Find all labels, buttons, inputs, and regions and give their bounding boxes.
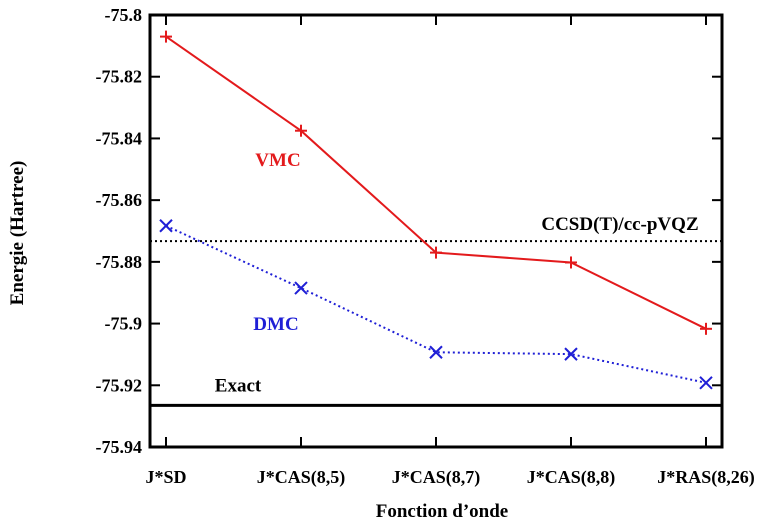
x-tick-label: J*RAS(8,26) [657,467,755,488]
x-axis-title: Fonction d’onde [376,501,509,522]
y-axis-title: Energie (Hartree) [7,161,28,306]
x-tick-label: J*CAS(8,8) [527,467,616,488]
reference-line-label: CCSD(T)/cc-pVQZ [541,214,698,235]
y-tick-label: -75.9 [105,314,143,334]
data-point [564,347,578,361]
y-tick-label: -75.88 [96,252,143,272]
x-tick-label: J*CAS(8,5) [257,467,346,488]
x-tick-label: J*CAS(8,7) [392,467,481,488]
data-point [429,345,443,359]
y-tick-label: -75.94 [96,437,143,457]
series-line [165,35,707,330]
y-tick-label: -75.92 [96,375,143,395]
y-tick-label: -75.82 [96,67,143,87]
y-tick-label: -75.84 [96,128,143,148]
data-point [159,219,173,233]
series-label: DMC [253,314,298,335]
data-point [699,376,713,390]
reference-line-label: Exact [215,375,262,396]
series-label: VMC [255,150,300,171]
x-tick-label: J*SD [145,467,186,487]
y-tick-label: -75.86 [96,190,143,210]
plot-layer: -75.8 -75.82 -75.84 -75.86 -75.88 -75.9 -75.92… [96,5,755,488]
y-tick-label: -75.8 [105,5,143,25]
data-point [294,281,308,295]
